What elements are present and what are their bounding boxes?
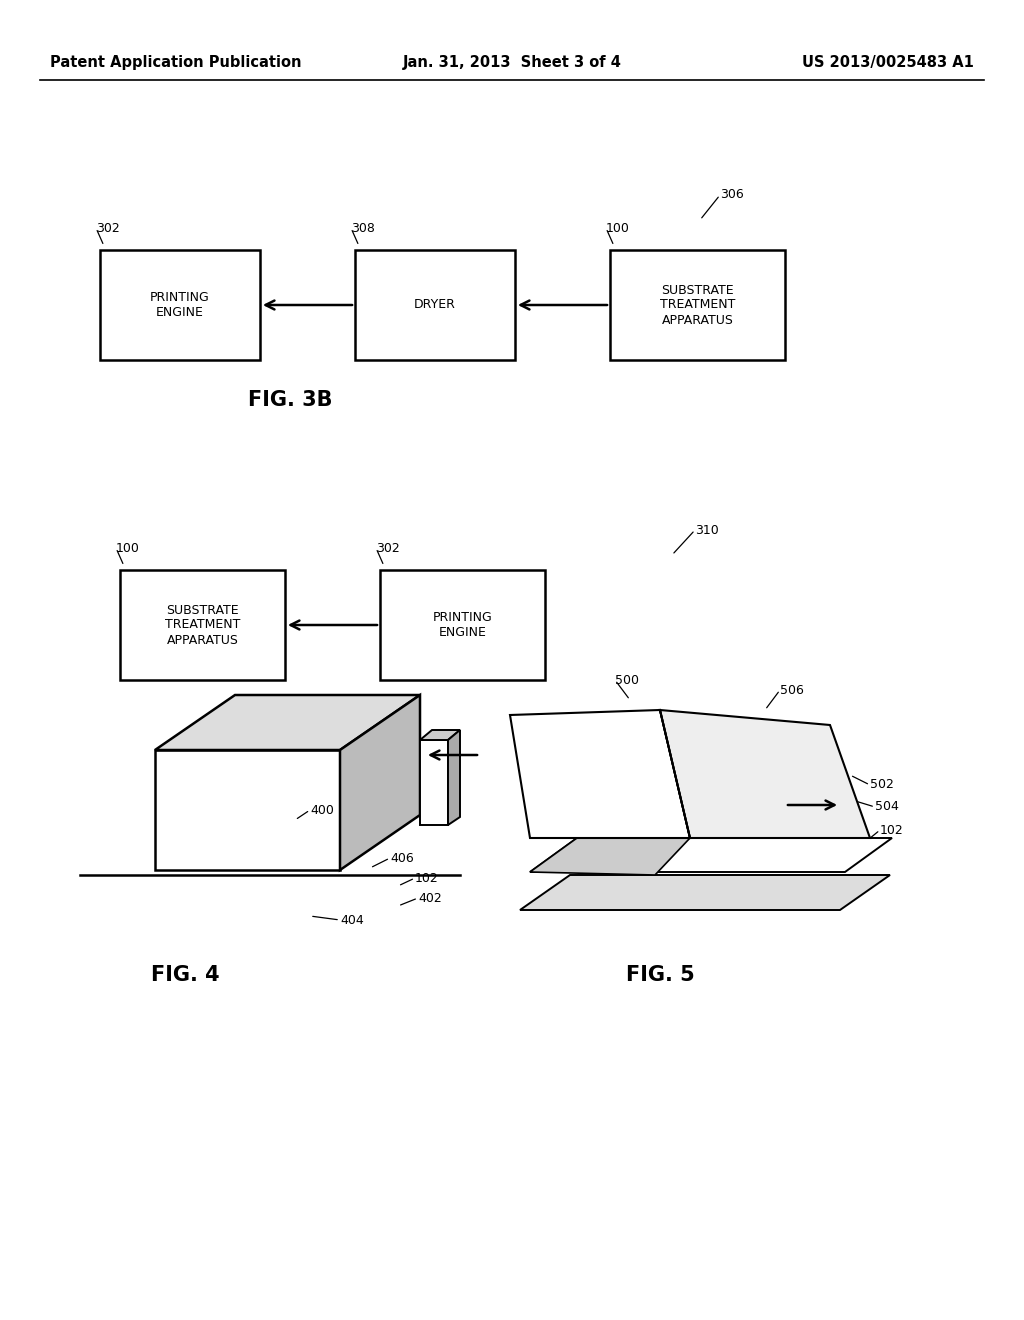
Polygon shape [530, 838, 690, 875]
Text: 502: 502 [870, 779, 894, 792]
Text: PRINTING
ENGINE: PRINTING ENGINE [151, 290, 210, 319]
Text: 400: 400 [310, 804, 334, 817]
Bar [610, 249, 785, 360]
Text: FIG. 3C: FIG. 3C [228, 710, 312, 730]
Bar [380, 570, 545, 680]
Text: US 2013/0025483 A1: US 2013/0025483 A1 [802, 54, 974, 70]
Polygon shape [449, 730, 460, 825]
Text: PRINTING
ENGINE: PRINTING ENGINE [432, 611, 493, 639]
Text: 404: 404 [340, 913, 364, 927]
Polygon shape [520, 875, 890, 909]
Polygon shape [420, 730, 460, 741]
Text: Jan. 31, 2013  Sheet 3 of 4: Jan. 31, 2013 Sheet 3 of 4 [402, 54, 622, 70]
Bar [355, 249, 515, 360]
Bar [100, 249, 260, 360]
Polygon shape [420, 741, 449, 825]
Text: FIG. 3B: FIG. 3B [248, 389, 332, 411]
Text: 500: 500 [615, 673, 639, 686]
Text: 102: 102 [415, 871, 438, 884]
Bar [120, 570, 285, 680]
Text: 102: 102 [880, 824, 904, 837]
Text: SUBSTRATE
TREATMENT
APPARATUS: SUBSTRATE TREATMENT APPARATUS [165, 603, 241, 647]
Text: FIG. 5: FIG. 5 [626, 965, 694, 985]
Text: 506: 506 [780, 684, 804, 697]
Text: 504: 504 [874, 800, 899, 813]
Text: 406: 406 [390, 851, 414, 865]
Text: 302: 302 [96, 222, 120, 235]
Text: SUBSTRATE
TREATMENT
APPARATUS: SUBSTRATE TREATMENT APPARATUS [659, 284, 735, 326]
Text: 308: 308 [351, 222, 375, 235]
Text: FIG. 4: FIG. 4 [151, 965, 219, 985]
Text: 310: 310 [695, 524, 719, 536]
Text: 402: 402 [418, 891, 441, 904]
Polygon shape [660, 710, 870, 838]
Text: 100: 100 [116, 541, 140, 554]
Polygon shape [155, 750, 340, 870]
Text: DRYER: DRYER [414, 298, 456, 312]
Text: 100: 100 [606, 222, 630, 235]
Polygon shape [530, 838, 892, 873]
Text: 306: 306 [720, 189, 743, 202]
Polygon shape [155, 696, 420, 750]
Polygon shape [340, 696, 420, 870]
Polygon shape [510, 710, 690, 838]
Text: 302: 302 [376, 541, 399, 554]
Text: Patent Application Publication: Patent Application Publication [50, 54, 301, 70]
